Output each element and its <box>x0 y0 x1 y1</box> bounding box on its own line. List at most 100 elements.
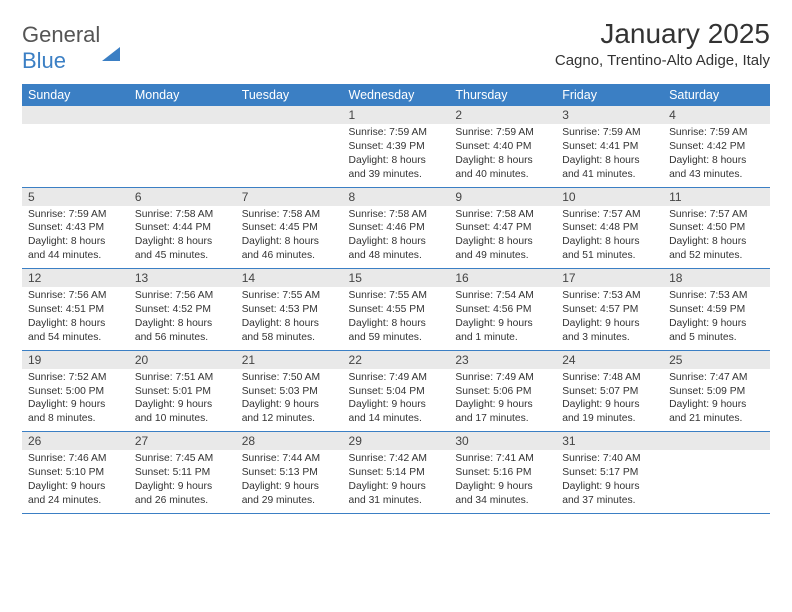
day-content-cell: Sunrise: 7:51 AMSunset: 5:01 PMDaylight:… <box>129 369 236 432</box>
day-number-cell: 28 <box>236 432 343 451</box>
day-content-cell: Sunrise: 7:58 AMSunset: 4:44 PMDaylight:… <box>129 206 236 269</box>
sunset-label: Sunset: 5:17 PM <box>562 466 657 480</box>
day-number-cell: 24 <box>556 350 663 369</box>
daylight-label-2: and 12 minutes. <box>242 412 337 426</box>
day-content-cell: Sunrise: 7:55 AMSunset: 4:55 PMDaylight:… <box>343 287 450 350</box>
daylight-label-1: Daylight: 8 hours <box>455 154 550 168</box>
day-content-cell: Sunrise: 7:42 AMSunset: 5:14 PMDaylight:… <box>343 450 450 513</box>
daylight-label-2: and 5 minutes. <box>669 331 764 345</box>
day-content-cell: Sunrise: 7:59 AMSunset: 4:40 PMDaylight:… <box>449 124 556 187</box>
daylight-label-1: Daylight: 9 hours <box>455 398 550 412</box>
daylight-label-1: Daylight: 8 hours <box>349 235 444 249</box>
sunset-label: Sunset: 5:11 PM <box>135 466 230 480</box>
sunrise-label: Sunrise: 7:49 AM <box>349 371 444 385</box>
day-number-cell: 18 <box>663 269 770 288</box>
day-number-cell: 15 <box>343 269 450 288</box>
daylight-label-1: Daylight: 8 hours <box>562 154 657 168</box>
daylight-label-1: Daylight: 8 hours <box>562 235 657 249</box>
sunset-label: Sunset: 4:48 PM <box>562 221 657 235</box>
day-content-cell: Sunrise: 7:48 AMSunset: 5:07 PMDaylight:… <box>556 369 663 432</box>
day-number-cell: 22 <box>343 350 450 369</box>
day-number-row: 12131415161718 <box>22 269 770 288</box>
day-content-row: Sunrise: 7:46 AMSunset: 5:10 PMDaylight:… <box>22 450 770 513</box>
day-content-cell: Sunrise: 7:50 AMSunset: 5:03 PMDaylight:… <box>236 369 343 432</box>
daylight-label-2: and 26 minutes. <box>135 494 230 508</box>
day-number-cell: 21 <box>236 350 343 369</box>
day-number-row: 1234 <box>22 106 770 124</box>
weekday-header: Friday <box>556 84 663 106</box>
sunset-label: Sunset: 4:52 PM <box>135 303 230 317</box>
daylight-label-2: and 41 minutes. <box>562 168 657 182</box>
weekday-header: Saturday <box>663 84 770 106</box>
sunset-label: Sunset: 4:46 PM <box>349 221 444 235</box>
daylight-label-2: and 8 minutes. <box>28 412 123 426</box>
day-content-cell: Sunrise: 7:59 AMSunset: 4:42 PMDaylight:… <box>663 124 770 187</box>
sunset-label: Sunset: 5:04 PM <box>349 385 444 399</box>
sunset-label: Sunset: 4:43 PM <box>28 221 123 235</box>
day-content-cell: Sunrise: 7:41 AMSunset: 5:16 PMDaylight:… <box>449 450 556 513</box>
day-number-cell: 31 <box>556 432 663 451</box>
day-number-cell <box>129 106 236 124</box>
day-number-cell: 23 <box>449 350 556 369</box>
sunset-label: Sunset: 5:16 PM <box>455 466 550 480</box>
day-number-cell: 27 <box>129 432 236 451</box>
daylight-label-1: Daylight: 9 hours <box>349 398 444 412</box>
sunrise-label: Sunrise: 7:51 AM <box>135 371 230 385</box>
location-label: Cagno, Trentino-Alto Adige, Italy <box>555 52 770 69</box>
daylight-label-2: and 49 minutes. <box>455 249 550 263</box>
sunrise-label: Sunrise: 7:59 AM <box>28 208 123 222</box>
sunset-label: Sunset: 4:59 PM <box>669 303 764 317</box>
daylight-label-1: Daylight: 8 hours <box>669 235 764 249</box>
day-content-cell: Sunrise: 7:57 AMSunset: 4:50 PMDaylight:… <box>663 206 770 269</box>
sunrise-label: Sunrise: 7:54 AM <box>455 289 550 303</box>
daylight-label-1: Daylight: 9 hours <box>669 398 764 412</box>
sunrise-label: Sunrise: 7:59 AM <box>455 126 550 140</box>
sunset-label: Sunset: 5:13 PM <box>242 466 337 480</box>
daylight-label-2: and 37 minutes. <box>562 494 657 508</box>
sunrise-label: Sunrise: 7:58 AM <box>135 208 230 222</box>
logo-part2: Blue <box>22 48 66 73</box>
weekday-row: Sunday Monday Tuesday Wednesday Thursday… <box>22 84 770 106</box>
day-number-cell: 13 <box>129 269 236 288</box>
page-title: January 2025 <box>555 18 770 50</box>
day-content-cell: Sunrise: 7:58 AMSunset: 4:47 PMDaylight:… <box>449 206 556 269</box>
day-number-cell: 7 <box>236 187 343 206</box>
day-number-row: 567891011 <box>22 187 770 206</box>
day-number-cell: 11 <box>663 187 770 206</box>
day-content-cell: Sunrise: 7:56 AMSunset: 4:51 PMDaylight:… <box>22 287 129 350</box>
daylight-label-2: and 44 minutes. <box>28 249 123 263</box>
day-number-row: 19202122232425 <box>22 350 770 369</box>
sunrise-label: Sunrise: 7:44 AM <box>242 452 337 466</box>
sunrise-label: Sunrise: 7:50 AM <box>242 371 337 385</box>
daylight-label-2: and 48 minutes. <box>349 249 444 263</box>
daylight-label-1: Daylight: 9 hours <box>349 480 444 494</box>
day-content-cell <box>129 124 236 187</box>
daylight-label-2: and 21 minutes. <box>669 412 764 426</box>
daylight-label-2: and 34 minutes. <box>455 494 550 508</box>
day-content-row: Sunrise: 7:59 AMSunset: 4:39 PMDaylight:… <box>22 124 770 187</box>
weekday-header: Sunday <box>22 84 129 106</box>
daylight-label-2: and 40 minutes. <box>455 168 550 182</box>
sunset-label: Sunset: 4:40 PM <box>455 140 550 154</box>
day-content-cell <box>236 124 343 187</box>
sunset-label: Sunset: 5:07 PM <box>562 385 657 399</box>
sunrise-label: Sunrise: 7:46 AM <box>28 452 123 466</box>
day-content-cell: Sunrise: 7:56 AMSunset: 4:52 PMDaylight:… <box>129 287 236 350</box>
daylight-label-2: and 3 minutes. <box>562 331 657 345</box>
sunset-label: Sunset: 5:06 PM <box>455 385 550 399</box>
day-content-cell: Sunrise: 7:49 AMSunset: 5:04 PMDaylight:… <box>343 369 450 432</box>
daylight-label-1: Daylight: 8 hours <box>242 235 337 249</box>
sunset-label: Sunset: 4:56 PM <box>455 303 550 317</box>
sunset-label: Sunset: 5:03 PM <box>242 385 337 399</box>
day-number-cell <box>22 106 129 124</box>
weekday-header: Wednesday <box>343 84 450 106</box>
daylight-label-2: and 46 minutes. <box>242 249 337 263</box>
daylight-label-2: and 58 minutes. <box>242 331 337 345</box>
sunset-label: Sunset: 4:47 PM <box>455 221 550 235</box>
sunrise-label: Sunrise: 7:45 AM <box>135 452 230 466</box>
daylight-label-2: and 14 minutes. <box>349 412 444 426</box>
day-number-cell: 6 <box>129 187 236 206</box>
daylight-label-2: and 1 minute. <box>455 331 550 345</box>
daylight-label-1: Daylight: 8 hours <box>135 235 230 249</box>
sunrise-label: Sunrise: 7:58 AM <box>455 208 550 222</box>
